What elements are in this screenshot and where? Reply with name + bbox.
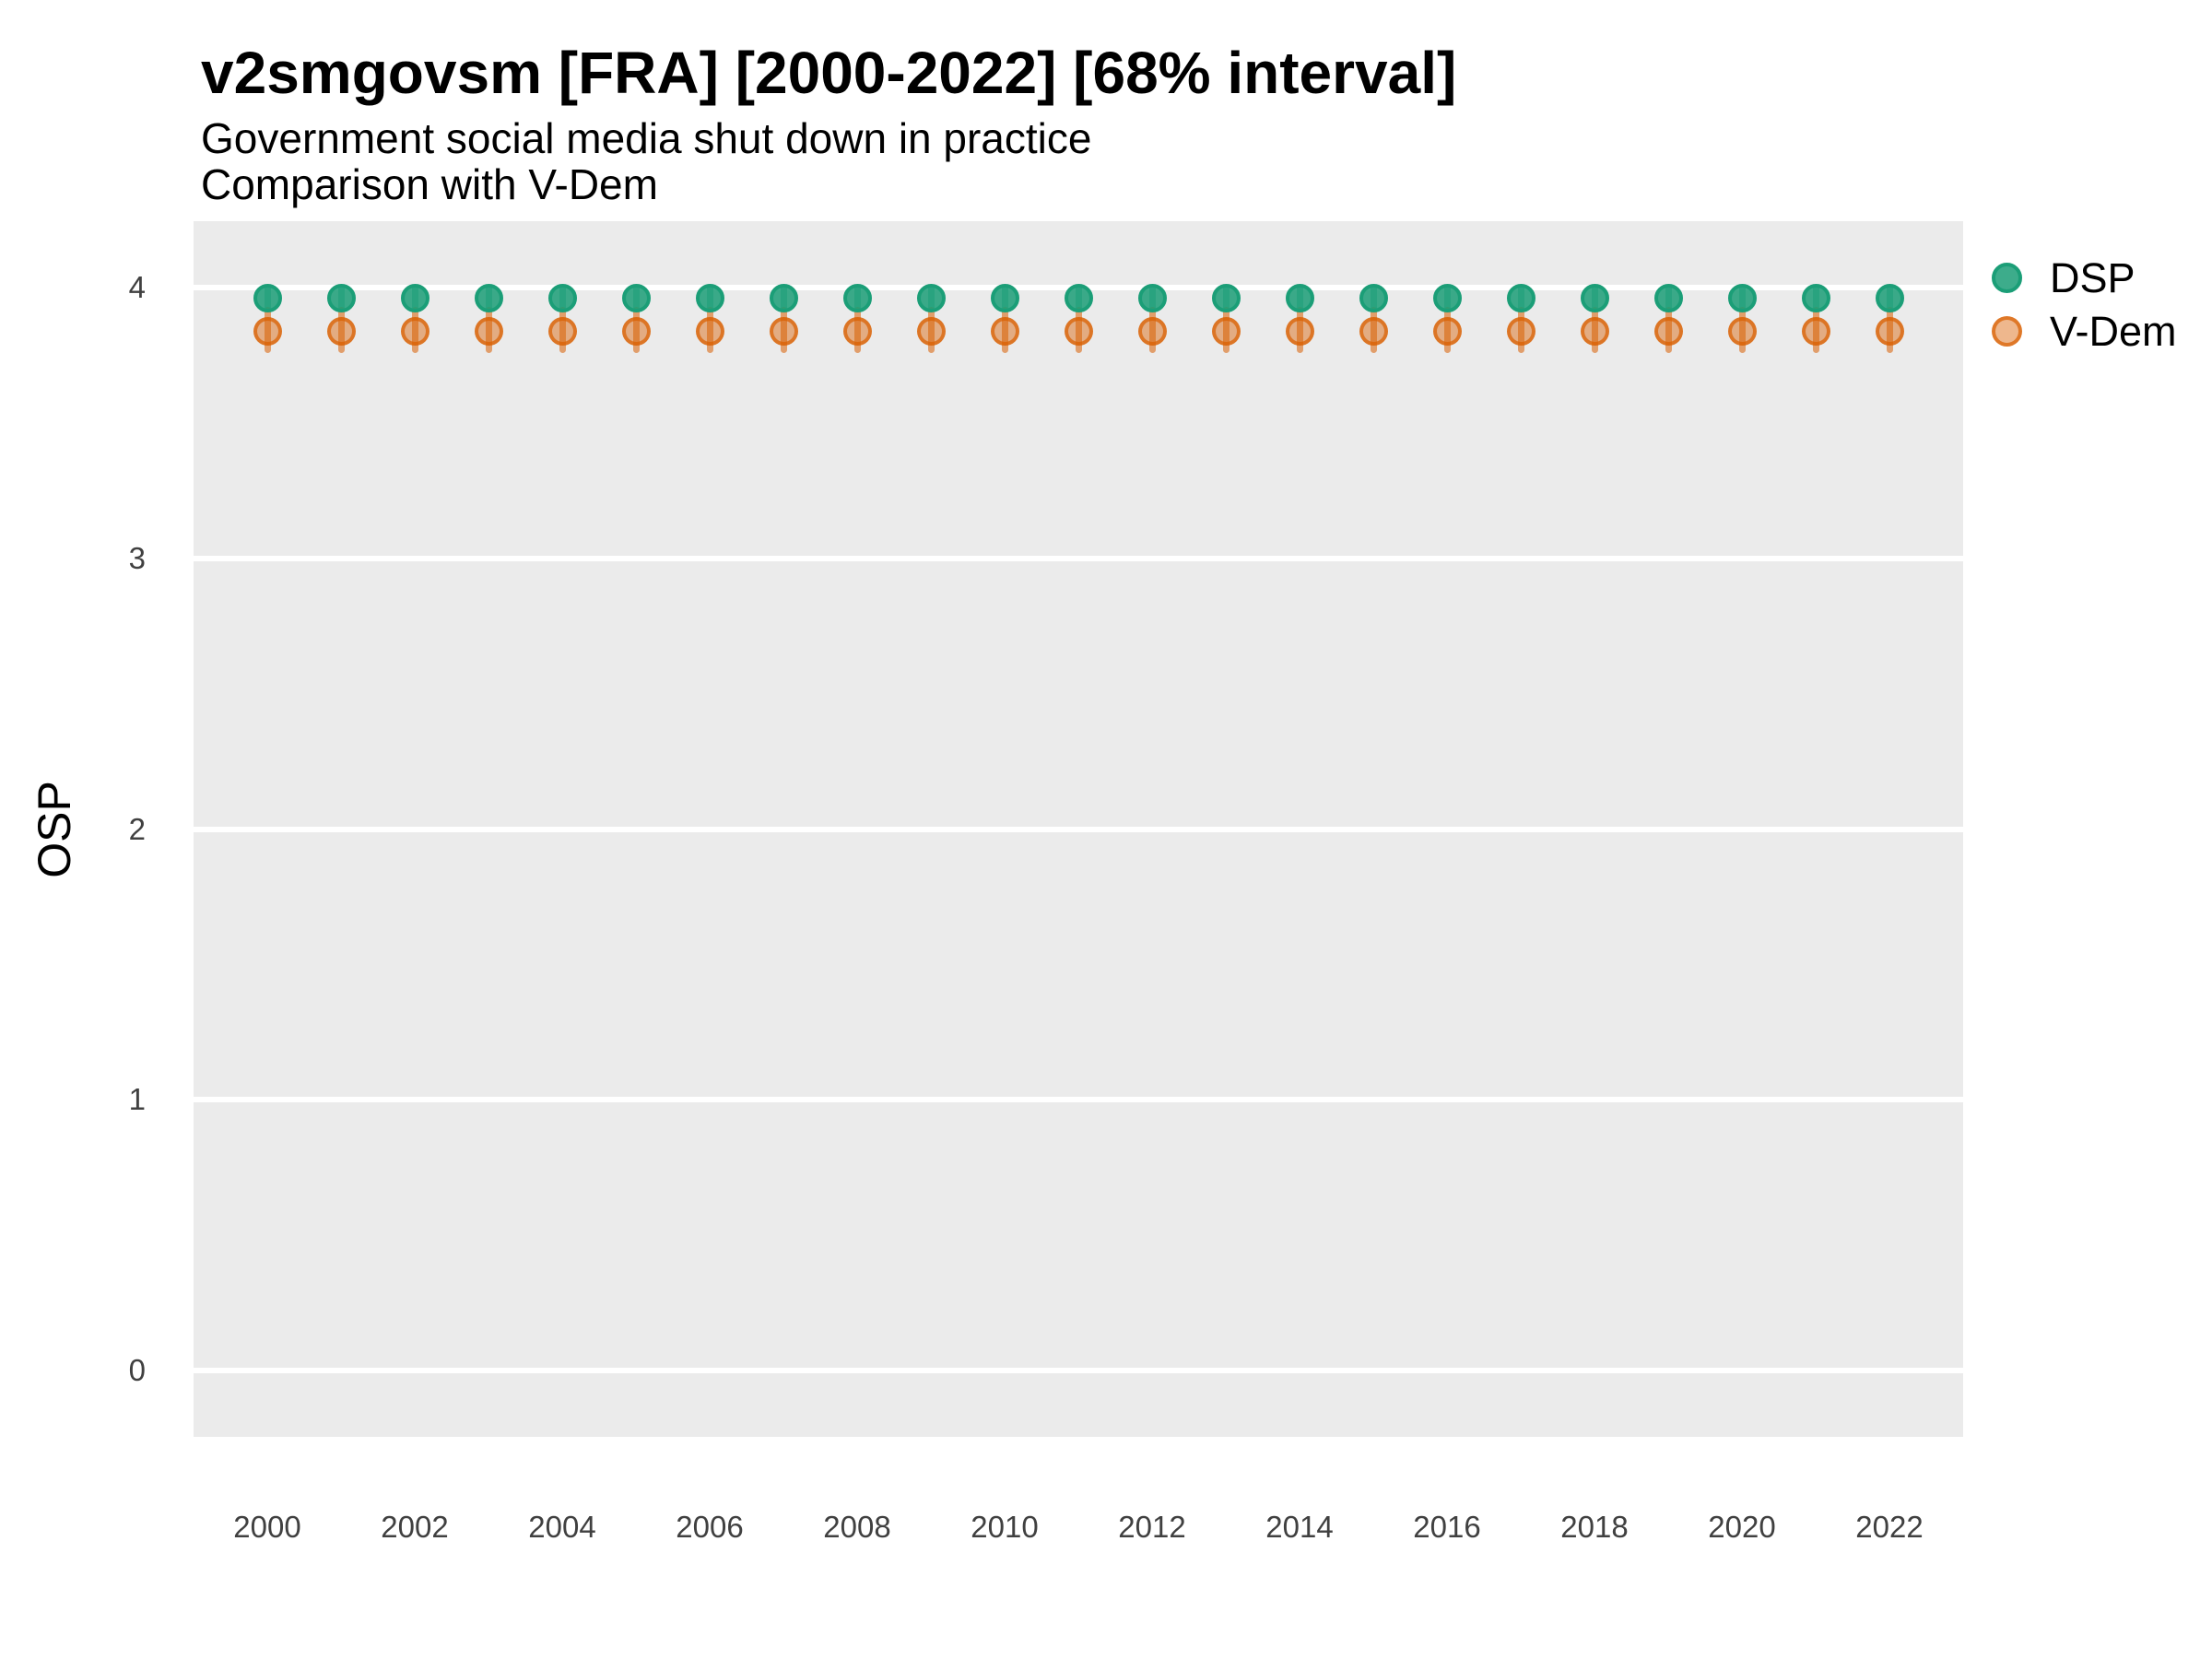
x-tick-label: 2010 — [971, 1510, 1039, 1544]
chart-subtitle: Government social media shut down in pra… — [201, 114, 1092, 162]
point-vdem — [990, 316, 1019, 346]
gridline-y-2 — [194, 826, 1963, 832]
y-tick-label: 4 — [128, 270, 146, 304]
legend-label-dsp: DSP — [2050, 254, 2136, 301]
point-vdem — [1727, 316, 1757, 346]
point-dsp — [1653, 284, 1683, 313]
x-tick-label: 2022 — [1855, 1510, 1924, 1544]
legend-marker-dsp — [1992, 263, 2022, 293]
point-dsp — [547, 284, 577, 313]
y-tick-label: 3 — [128, 540, 146, 575]
plot-panel — [194, 221, 1963, 1437]
x-tick-label: 2008 — [823, 1510, 891, 1544]
point-dsp — [1064, 284, 1093, 313]
point-dsp — [990, 284, 1019, 313]
x-tick-label: 2012 — [1118, 1510, 1186, 1544]
point-dsp — [1359, 284, 1388, 313]
x-tick-label: 2020 — [1708, 1510, 1776, 1544]
point-vdem — [916, 316, 946, 346]
x-tick-label: 2006 — [676, 1510, 744, 1544]
gridline-y-3 — [194, 555, 1963, 561]
point-vdem — [1580, 316, 1609, 346]
x-tick-label: 2014 — [1265, 1510, 1334, 1544]
point-vdem — [1137, 316, 1167, 346]
point-vdem — [1506, 316, 1535, 346]
point-vdem — [1801, 316, 1830, 346]
x-tick-label: 2000 — [233, 1510, 301, 1544]
point-vdem — [474, 316, 503, 346]
point-dsp — [1285, 284, 1314, 313]
point-dsp — [253, 284, 282, 313]
legend-label-vdem: V-Dem — [2050, 308, 2177, 355]
x-tick-label: 2004 — [528, 1510, 596, 1544]
point-dsp — [474, 284, 503, 313]
legend-marker-vdem — [1992, 316, 2022, 347]
point-dsp — [400, 284, 429, 313]
x-tick-label: 2002 — [381, 1510, 449, 1544]
point-vdem — [547, 316, 577, 346]
point-dsp — [621, 284, 651, 313]
point-dsp — [1137, 284, 1167, 313]
chart-comparison-note: Comparison with V-Dem — [201, 160, 658, 208]
x-tick-label: 2018 — [1560, 1510, 1629, 1544]
y-tick-label: 1 — [128, 1082, 146, 1117]
point-dsp — [769, 284, 798, 313]
point-vdem — [1285, 316, 1314, 346]
point-dsp — [842, 284, 872, 313]
point-dsp — [695, 284, 724, 313]
point-vdem — [1211, 316, 1241, 346]
point-vdem — [1359, 316, 1388, 346]
point-vdem — [1875, 316, 1904, 346]
point-dsp — [326, 284, 356, 313]
point-vdem — [695, 316, 724, 346]
point-vdem — [842, 316, 872, 346]
point-dsp — [1875, 284, 1904, 313]
point-vdem — [400, 316, 429, 346]
point-vdem — [1432, 316, 1462, 346]
point-dsp — [916, 284, 946, 313]
gridline-y-1 — [194, 1097, 1963, 1103]
point-dsp — [1727, 284, 1757, 313]
point-dsp — [1580, 284, 1609, 313]
point-dsp — [1506, 284, 1535, 313]
point-vdem — [326, 316, 356, 346]
chart-title: v2smgovsm [FRA] [2000-2022] [68% interva… — [201, 40, 1457, 106]
y-tick-label: 0 — [128, 1353, 146, 1387]
point-vdem — [1653, 316, 1683, 346]
point-dsp — [1211, 284, 1241, 313]
point-vdem — [621, 316, 651, 346]
point-dsp — [1432, 284, 1462, 313]
point-vdem — [769, 316, 798, 346]
point-vdem — [1064, 316, 1093, 346]
gridline-y-0 — [194, 1368, 1963, 1373]
y-tick-label: 2 — [128, 811, 146, 846]
x-tick-label: 2016 — [1413, 1510, 1481, 1544]
point-dsp — [1801, 284, 1830, 313]
point-vdem — [253, 316, 282, 346]
